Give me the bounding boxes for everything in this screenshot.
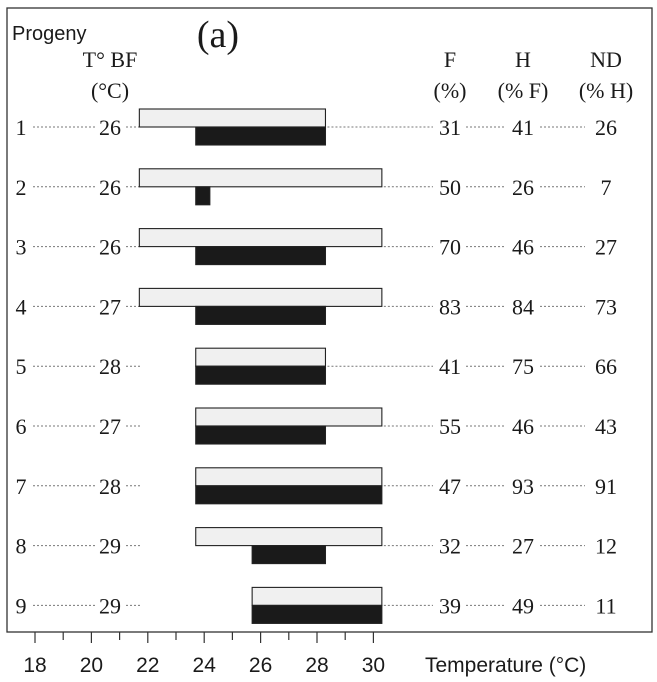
bar-dark <box>251 604 383 624</box>
bar-dark <box>195 365 327 385</box>
bar-light <box>138 168 383 188</box>
bar-light <box>138 287 383 307</box>
tbf-value: 27 <box>99 294 121 319</box>
h-header: H <box>515 47 531 72</box>
tbf-value: 26 <box>99 235 121 260</box>
f-value: 39 <box>439 593 461 618</box>
progeny-label: 7 <box>16 474 27 499</box>
nd-value: 27 <box>595 235 617 260</box>
progeny-row-4: 4 27 83 84 73 <box>16 287 617 325</box>
tbf-unit: (°C) <box>91 78 129 103</box>
x-tick-label: 18 <box>23 654 46 677</box>
f-value: 47 <box>439 474 461 499</box>
bar-dark <box>251 545 327 565</box>
nd-value: 26 <box>595 115 617 140</box>
tbf-value: 29 <box>99 593 121 618</box>
bar-dark <box>195 246 327 266</box>
panel-label: (a) <box>197 14 239 56</box>
x-tick-label: 28 <box>305 654 328 677</box>
f-unit: (%) <box>434 78 467 103</box>
progeny-label: 6 <box>16 414 27 439</box>
f-value: 70 <box>439 235 461 260</box>
bar-dark <box>195 126 327 146</box>
h-value: 26 <box>512 175 534 200</box>
progeny-row-1: 1 26 31 41 26 <box>16 108 617 146</box>
h-value: 75 <box>512 354 534 379</box>
nd-header: ND <box>590 47 622 72</box>
tbf-value: 26 <box>99 115 121 140</box>
progeny-label: 1 <box>16 115 27 140</box>
progeny-row-8: 8 29 32 27 12 <box>16 527 617 565</box>
bar-light <box>251 586 383 606</box>
h-value: 49 <box>512 593 534 618</box>
bar-light <box>195 347 327 367</box>
row-header: Progeny <box>12 23 87 45</box>
h-value: 27 <box>512 534 534 559</box>
f-value: 31 <box>439 115 461 140</box>
tbf-value: 29 <box>99 534 121 559</box>
x-tick-label: 30 <box>362 654 385 677</box>
tbf-value: 26 <box>99 175 121 200</box>
bar-light <box>195 467 383 487</box>
h-value: 84 <box>512 294 534 319</box>
f-value: 50 <box>439 175 461 200</box>
tbf-value: 27 <box>99 414 121 439</box>
progeny-label: 5 <box>16 354 27 379</box>
f-value: 32 <box>439 534 461 559</box>
nd-value: 66 <box>595 354 617 379</box>
progeny-label: 2 <box>16 175 27 200</box>
f-value: 83 <box>439 294 461 319</box>
progeny-row-2: 2 26 50 26 7 <box>16 168 612 206</box>
h-value: 41 <box>512 115 534 140</box>
progeny-label: 8 <box>16 534 27 559</box>
progeny-row-7: 7 28 47 93 91 <box>16 467 617 505</box>
x-tick-label: 20 <box>80 654 103 677</box>
progeny-row-9: 9 29 39 49 11 <box>16 586 617 624</box>
bar-dark <box>195 485 383 505</box>
bar-dark <box>195 305 327 325</box>
h-unit: (% F) <box>498 78 549 103</box>
nd-value: 7 <box>601 175 612 200</box>
bar-light <box>138 228 383 248</box>
nd-value: 12 <box>595 534 617 559</box>
bar-light <box>138 108 327 128</box>
f-value: 41 <box>439 354 461 379</box>
progeny-row-5: 5 28 41 75 66 <box>16 347 617 385</box>
x-axis: 18 20 22 24 26 28 30 <box>23 632 385 677</box>
bar-light <box>195 527 383 547</box>
tbf-value: 28 <box>99 474 121 499</box>
f-value: 55 <box>439 414 461 439</box>
bar-light <box>195 407 383 427</box>
tbf-header: T° BF <box>83 47 138 72</box>
h-value: 93 <box>512 474 534 499</box>
x-tick-label: 26 <box>249 654 272 677</box>
x-tick-label: 22 <box>136 654 159 677</box>
progeny-row-6: 6 27 55 46 43 <box>16 407 617 445</box>
progeny-label: 9 <box>16 593 27 618</box>
nd-value: 91 <box>595 474 617 499</box>
rows-layer: 1 26 31 41 262 26 50 26 73 26 70 46 274 27 83 84 735 28 41… <box>16 108 617 624</box>
nd-unit: (% H) <box>579 78 633 103</box>
progeny-row-3: 3 26 70 46 27 <box>16 228 617 266</box>
nd-value: 43 <box>595 414 617 439</box>
h-value: 46 <box>512 235 534 260</box>
bar-dark <box>195 186 211 206</box>
tbf-value: 28 <box>99 354 121 379</box>
progeny-label: 3 <box>16 235 27 260</box>
nd-value: 73 <box>595 294 617 319</box>
progeny-label: 4 <box>16 294 27 319</box>
f-header: F <box>444 47 456 72</box>
x-axis-title: Temperature (°C) <box>425 654 586 677</box>
nd-value: 11 <box>595 593 616 618</box>
bar-dark <box>195 425 327 445</box>
h-value: 46 <box>512 414 534 439</box>
x-tick-label: 24 <box>193 654 217 677</box>
